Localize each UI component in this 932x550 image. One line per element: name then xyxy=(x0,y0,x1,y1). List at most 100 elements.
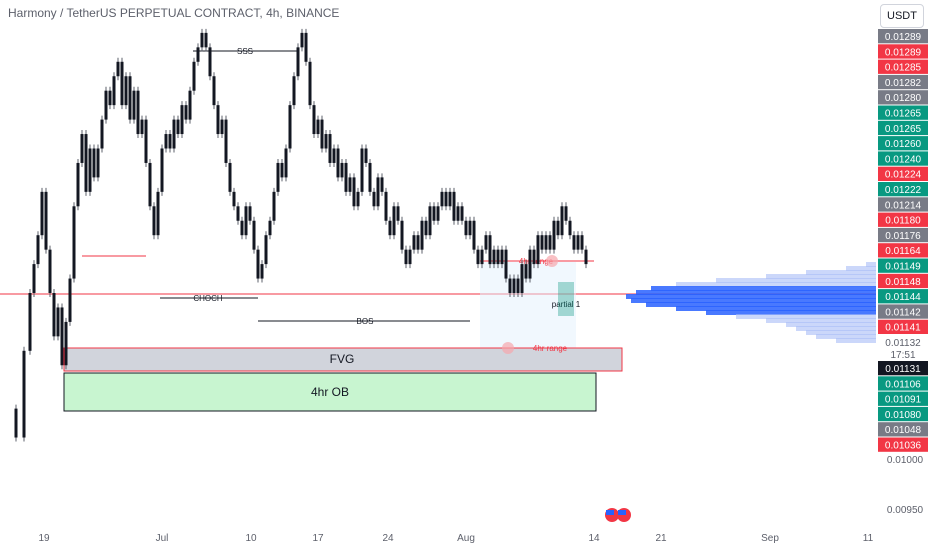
candle-body xyxy=(80,134,84,163)
price-tag-bg xyxy=(878,151,928,166)
candle-body xyxy=(168,134,172,149)
candle-body xyxy=(36,235,40,265)
candle-body xyxy=(560,206,564,236)
candle-body xyxy=(524,264,528,279)
order-block-label: 4hr OB xyxy=(311,385,349,399)
candle-body xyxy=(584,249,588,265)
x-tick-label: Jul xyxy=(156,533,169,544)
x-tick-label: 24 xyxy=(382,533,394,544)
candle-body xyxy=(260,264,264,279)
position-box xyxy=(558,282,574,316)
candle-body xyxy=(316,119,320,135)
flag-canton-icon xyxy=(606,510,614,515)
candle-body xyxy=(516,278,520,294)
price-tag-bg xyxy=(878,120,928,136)
candle-body xyxy=(100,119,104,149)
candle-body xyxy=(412,235,416,250)
candle-body xyxy=(188,90,192,120)
candle-body xyxy=(440,191,444,207)
price-tag-bg xyxy=(878,361,928,376)
range-box xyxy=(480,262,576,348)
candle-body xyxy=(204,32,208,48)
y-tick-label: 0.01000 xyxy=(887,455,924,466)
candle-body xyxy=(292,76,296,106)
candle-body xyxy=(192,61,196,91)
candle-body xyxy=(216,105,220,135)
price-tag-value: 0.01265 xyxy=(885,124,922,135)
fvg-label: FVG xyxy=(330,352,355,366)
candle-body xyxy=(416,235,420,250)
price-tag-value: 0.01176 xyxy=(885,231,921,242)
candle-body xyxy=(344,162,348,192)
candle-body xyxy=(48,249,52,294)
candle-body xyxy=(324,134,328,149)
volume-profile-bar xyxy=(846,266,876,271)
x-tick-label: Sep xyxy=(761,533,779,544)
candle-body xyxy=(220,119,224,135)
partial-label: partial 1 xyxy=(552,300,581,309)
volume-profile-bar xyxy=(706,310,876,315)
price-tag-value: 0.01144 xyxy=(885,292,921,303)
candle-body xyxy=(144,119,148,163)
candle-body xyxy=(72,206,76,279)
candle-body xyxy=(452,191,456,221)
candle-body xyxy=(388,220,392,236)
price-tag-bg xyxy=(878,422,928,437)
candle-body xyxy=(460,206,464,221)
price-tag-value: 0.01285 xyxy=(885,63,922,74)
candle-body xyxy=(340,162,344,178)
candle-body xyxy=(372,191,376,207)
x-tick-label: Aug xyxy=(457,533,475,544)
candle-body xyxy=(148,162,152,207)
candle-body xyxy=(296,47,300,77)
price-tag-bg xyxy=(878,105,928,120)
candle-body xyxy=(284,148,288,178)
candle-body xyxy=(116,61,120,77)
price-tag-bg xyxy=(878,304,928,319)
candle-body xyxy=(104,90,108,120)
candle-body xyxy=(312,105,316,135)
candle-body xyxy=(424,220,428,236)
price-tag-bg xyxy=(878,437,928,452)
x-tick-label: 14 xyxy=(588,533,600,544)
range-bottom-marker xyxy=(502,342,514,354)
candle-body xyxy=(52,293,56,337)
candle-body xyxy=(364,148,368,163)
candle-body xyxy=(40,191,44,236)
price-tag-value: 0.01180 xyxy=(885,216,921,227)
candle-body xyxy=(448,191,452,207)
candle-body xyxy=(240,220,244,236)
candle-body xyxy=(196,47,200,62)
candle-body xyxy=(124,76,128,106)
candle-body xyxy=(404,249,408,265)
currency-button[interactable]: USDT xyxy=(880,4,924,28)
volume-profile-bar xyxy=(796,326,876,331)
candle-body xyxy=(552,220,556,250)
chart-title: Harmony / TetherUS PERPETUAL CONTRACT, 4… xyxy=(8,6,340,20)
volume-profile-bar xyxy=(816,334,876,339)
candle-body xyxy=(332,148,336,163)
price-tag-value: 0.01164 xyxy=(885,246,921,257)
candle-body xyxy=(532,249,536,265)
candle-body xyxy=(22,350,26,438)
volume-profile-bar xyxy=(766,274,876,279)
candle-body xyxy=(308,61,312,106)
volume-profile-bar xyxy=(786,322,876,327)
candle-body xyxy=(112,76,116,106)
price-tag-bg xyxy=(878,227,928,243)
price-tag-value: 0.01148 xyxy=(885,277,921,288)
candle-body xyxy=(544,235,548,250)
candle-body xyxy=(152,206,156,236)
price-tag-value: 0.01142 xyxy=(885,307,921,318)
price-tag-bg xyxy=(878,212,928,227)
candle-body xyxy=(14,408,18,438)
candle-body xyxy=(520,264,524,294)
price-tag-bg xyxy=(878,376,928,391)
candle-body xyxy=(132,90,136,120)
candle-body xyxy=(164,134,168,149)
volume-profile-bar xyxy=(676,282,876,287)
candle-body xyxy=(156,191,160,236)
candle-body xyxy=(400,220,404,250)
